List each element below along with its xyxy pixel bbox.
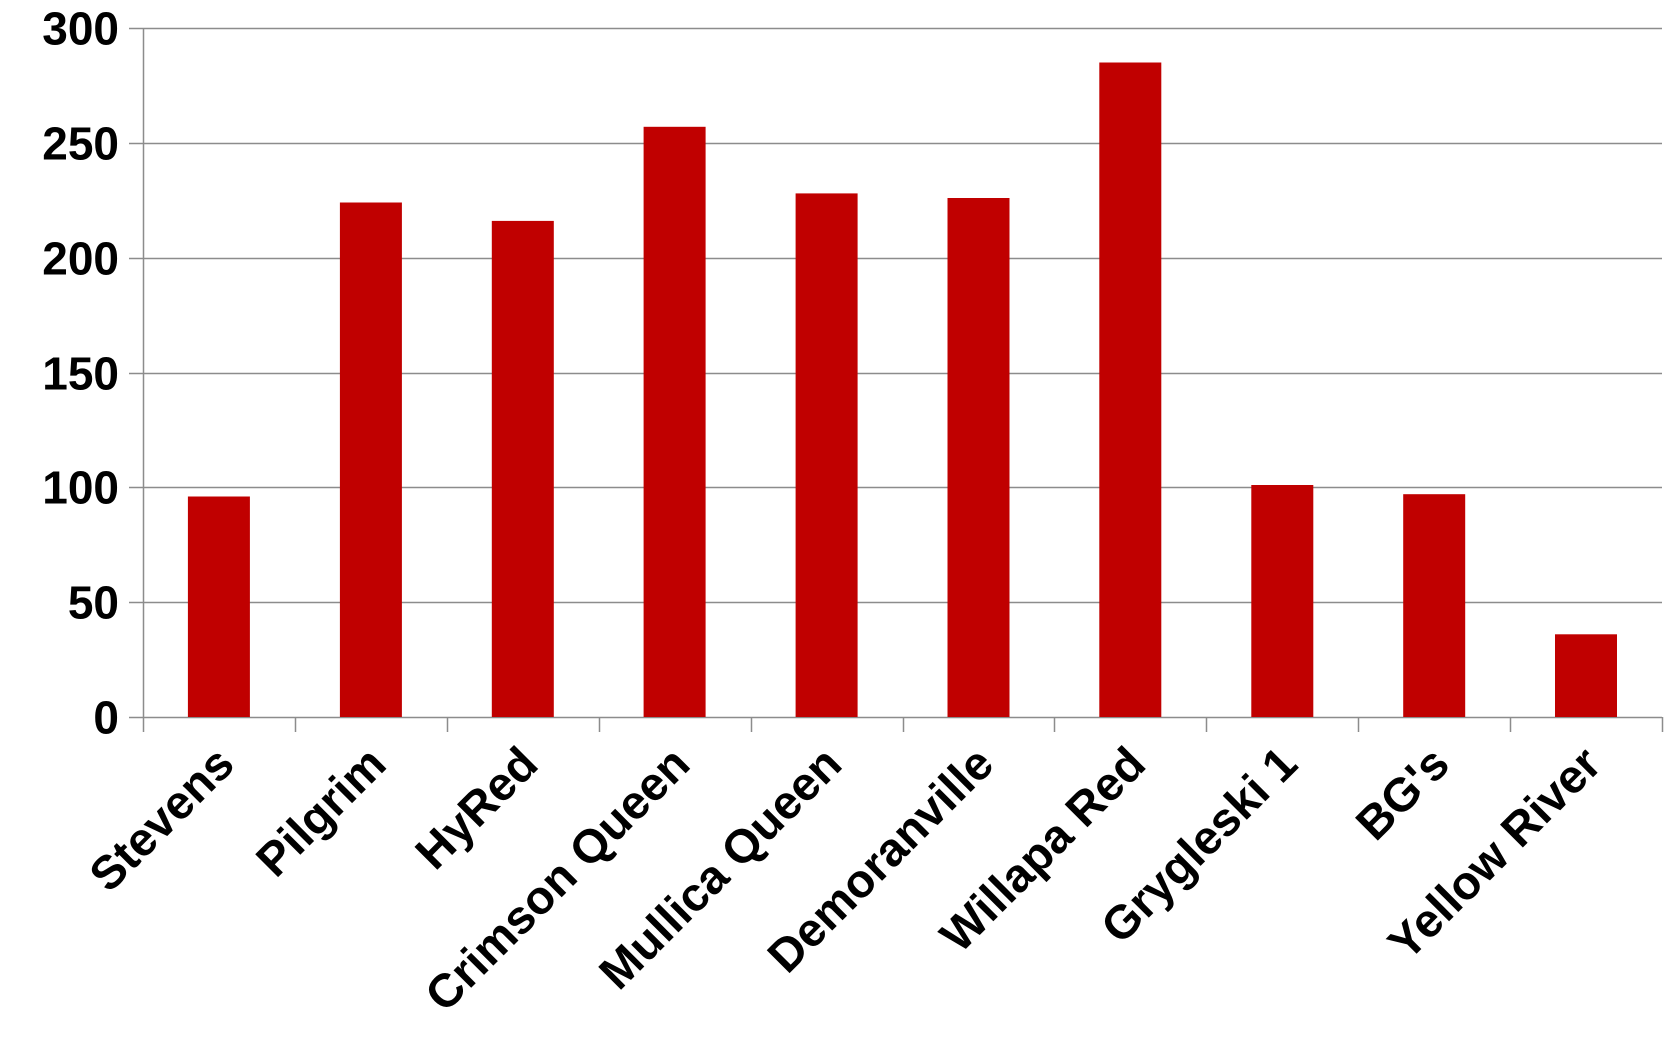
x-category-label-stevens: Stevens bbox=[79, 736, 244, 901]
bar-grygleski-1 bbox=[1251, 485, 1314, 717]
bar-mullica-queen bbox=[795, 193, 858, 717]
bar-demoranville bbox=[947, 198, 1010, 717]
bar-crimson-queen bbox=[643, 126, 706, 718]
x-category-label-pilgrim: Pilgrim bbox=[245, 736, 395, 886]
x-category-label-crimson-queen: Crimson Queen bbox=[414, 736, 699, 1021]
bar-hyred bbox=[491, 220, 554, 717]
bar-pilgrim bbox=[339, 202, 402, 717]
x-category-label-bg-s: BG's bbox=[1345, 736, 1459, 850]
bar-willapa-red bbox=[1099, 62, 1162, 717]
x-category-label-hyred: HyRed bbox=[405, 736, 548, 879]
y-tick-label-300: 300 bbox=[42, 3, 119, 55]
bar-yellow-river bbox=[1555, 634, 1617, 717]
bar-stevens bbox=[187, 496, 250, 717]
axes bbox=[129, 27, 1664, 732]
bar-bg-s bbox=[1403, 494, 1466, 717]
y-axis-tick-labels: 0 50 100 150 200 250 300 bbox=[42, 3, 119, 744]
bars bbox=[187, 62, 1617, 718]
y-tick-label-200: 200 bbox=[42, 233, 119, 285]
y-tick-label-0: 0 bbox=[93, 692, 119, 744]
y-tick-label-50: 50 bbox=[68, 577, 119, 629]
y-tick-label-150: 150 bbox=[42, 348, 119, 400]
y-tick-label-100: 100 bbox=[42, 462, 119, 514]
y-tick-label-250: 250 bbox=[42, 118, 119, 170]
